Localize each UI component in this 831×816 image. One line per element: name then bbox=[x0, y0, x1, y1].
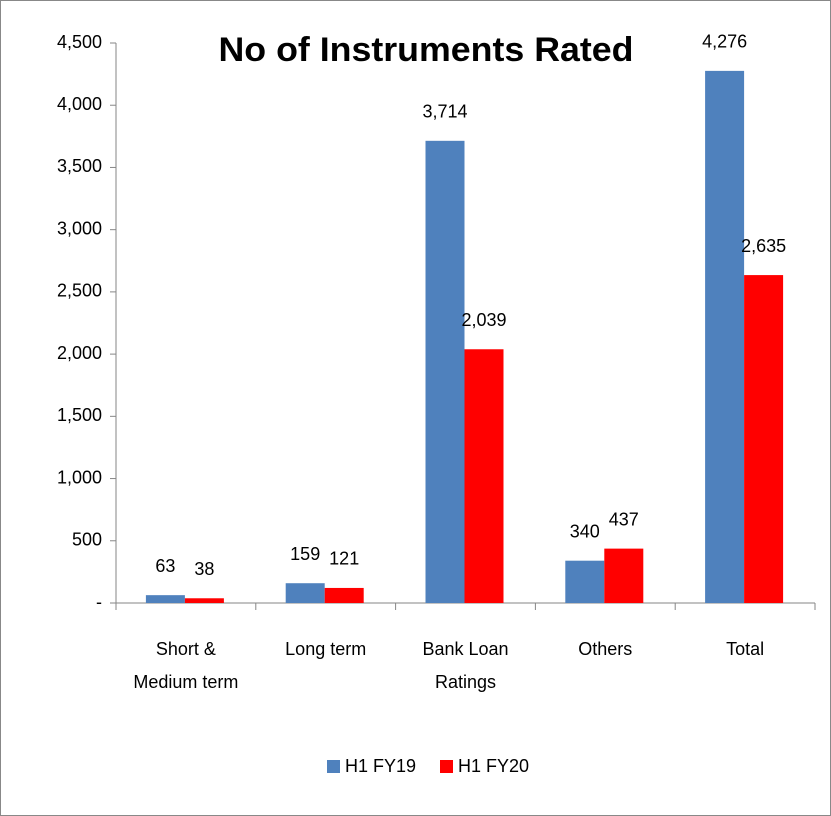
data-label: 3,714 bbox=[422, 102, 467, 122]
bar bbox=[705, 70, 745, 604]
x-tick-label: Total bbox=[726, 639, 764, 659]
data-label: 38 bbox=[194, 559, 214, 579]
data-label: 2,039 bbox=[461, 310, 506, 330]
x-tick-label: Medium term bbox=[133, 672, 238, 692]
x-tick-label: Others bbox=[578, 639, 632, 659]
bar bbox=[744, 275, 784, 603]
y-tick-label: 3,000 bbox=[57, 218, 102, 238]
y-tick-label: - bbox=[96, 592, 102, 612]
bar bbox=[565, 560, 605, 603]
bar bbox=[145, 595, 185, 603]
data-label: 340 bbox=[570, 521, 600, 541]
y-tick-label: 4,500 bbox=[57, 32, 102, 52]
bar bbox=[324, 587, 364, 603]
legend-swatch bbox=[327, 760, 340, 773]
bar bbox=[604, 548, 644, 603]
y-tick-label: 2,000 bbox=[57, 343, 102, 363]
legend-label: H1 FY20 bbox=[458, 756, 529, 776]
y-tick-label: 2,500 bbox=[57, 281, 102, 301]
chart-title: No of Instruments Rated bbox=[219, 31, 634, 69]
x-tick-label: Ratings bbox=[435, 672, 496, 692]
data-label: 159 bbox=[290, 544, 320, 564]
y-tick-label: 500 bbox=[72, 530, 102, 550]
bar bbox=[425, 140, 465, 603]
data-label: 2,635 bbox=[741, 236, 786, 256]
bar bbox=[285, 583, 325, 603]
bar bbox=[184, 598, 224, 603]
x-tick-label: Long term bbox=[285, 639, 366, 659]
data-label: 437 bbox=[609, 509, 639, 529]
legend-swatch bbox=[440, 760, 453, 773]
data-label: 4,276 bbox=[702, 32, 747, 52]
x-tick-label: Short & bbox=[156, 639, 216, 659]
legend-label: H1 FY19 bbox=[345, 756, 416, 776]
y-tick-label: 3,500 bbox=[57, 156, 102, 176]
bar bbox=[464, 349, 504, 603]
data-label: 121 bbox=[329, 549, 359, 569]
y-tick-label: 4,000 bbox=[57, 94, 102, 114]
y-tick-label: 1,000 bbox=[57, 467, 102, 487]
x-tick-label: Bank Loan bbox=[422, 639, 508, 659]
y-tick-label: 1,500 bbox=[57, 405, 102, 425]
data-label: 63 bbox=[155, 556, 175, 576]
